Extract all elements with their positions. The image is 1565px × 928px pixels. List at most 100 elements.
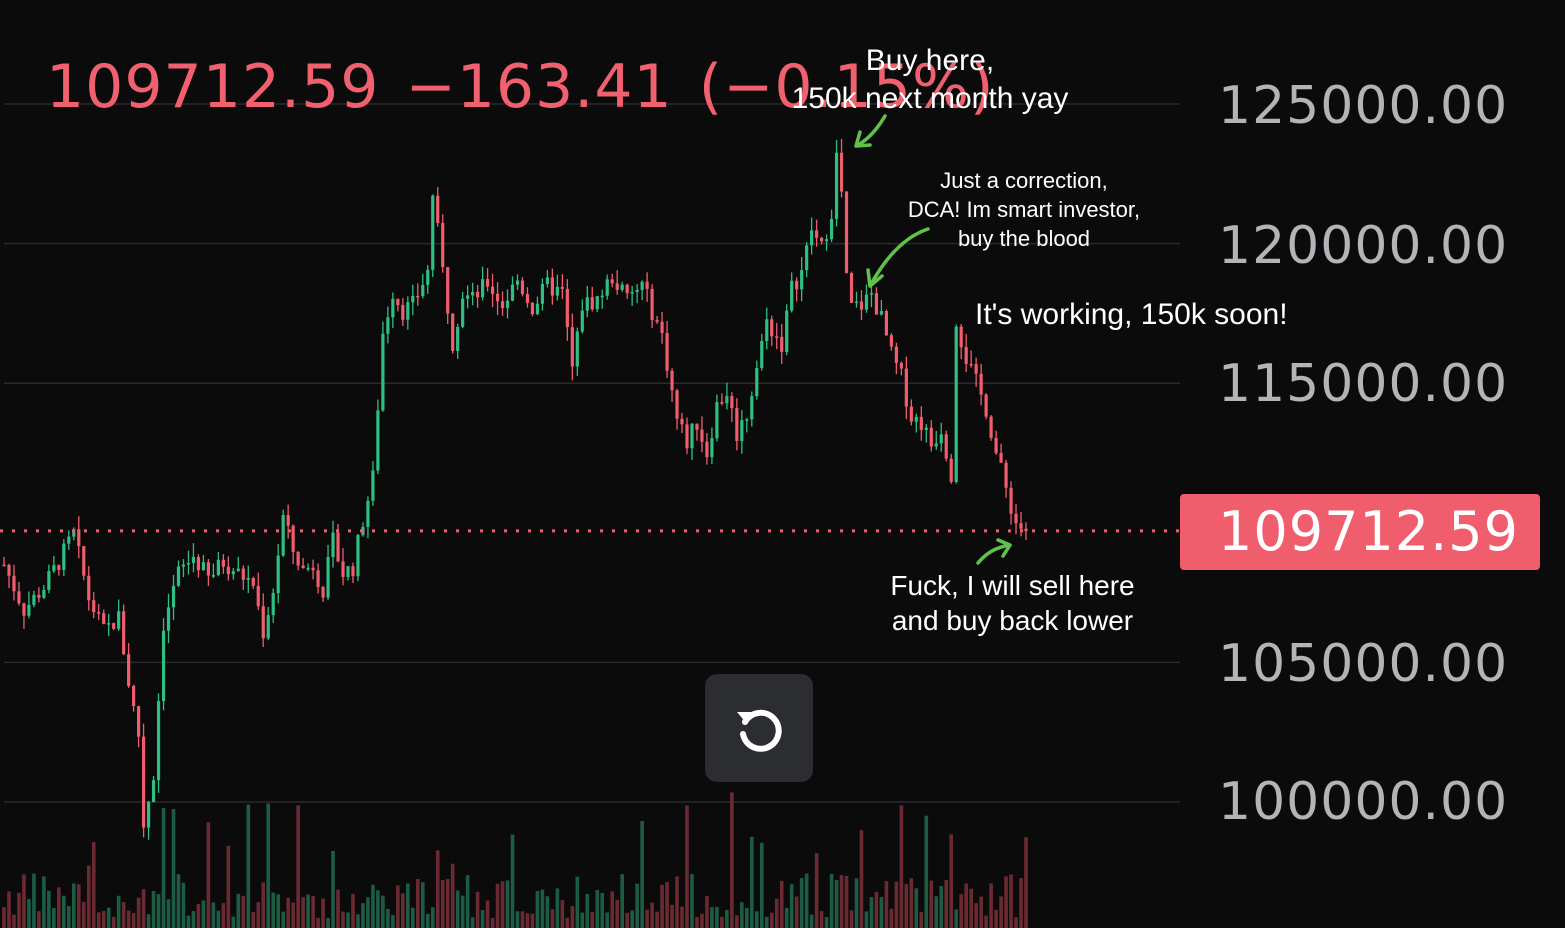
candle-body <box>321 587 325 598</box>
candle-body <box>146 801 151 828</box>
volume-bar <box>799 877 804 928</box>
current-price-tag: 109712.59 <box>1180 494 1540 570</box>
volume-bar <box>450 863 455 928</box>
volume-bar <box>301 897 305 928</box>
volume-bar <box>480 910 485 928</box>
candle-body <box>451 313 455 351</box>
candle-body <box>820 237 824 242</box>
volume-bar <box>814 853 819 928</box>
volume-bar <box>630 910 634 928</box>
volume-bar <box>725 910 729 928</box>
candle-body <box>685 424 689 449</box>
volume-bar <box>605 912 610 928</box>
volume-bar <box>131 913 136 928</box>
volume-bar <box>391 914 395 928</box>
volume-bar <box>7 891 11 928</box>
volume-bar <box>121 901 126 928</box>
candle-body <box>476 291 480 298</box>
candle-body <box>929 427 933 447</box>
candle-body <box>665 332 669 371</box>
volume-bar <box>47 890 51 928</box>
volume-bar <box>560 900 565 928</box>
candle-body <box>570 327 574 367</box>
volume-bar <box>1009 874 1013 928</box>
y-tick-label: 115000.00 <box>1218 354 1509 414</box>
candle-body <box>834 152 839 219</box>
candle-body <box>994 437 998 454</box>
volume-bar <box>356 914 360 928</box>
volume-bar <box>779 880 784 928</box>
volume-bar <box>211 902 216 928</box>
candle-body <box>271 593 275 616</box>
candle-body <box>515 280 520 285</box>
volume-bar <box>321 898 325 928</box>
candle-body <box>12 575 16 592</box>
volume-bar <box>784 907 789 928</box>
candle-body <box>755 368 759 397</box>
candle-body <box>839 152 844 192</box>
reset-chart-button[interactable] <box>705 674 813 782</box>
volume-bar <box>465 875 470 928</box>
candle-body <box>17 591 21 604</box>
candles <box>2 138 1028 840</box>
volume-bar <box>281 911 285 928</box>
header-price-line: 109712.59 −163.41 (−0.15%) <box>46 52 1020 122</box>
volume-bar <box>67 906 71 928</box>
volume-bar <box>989 883 993 928</box>
candle-body <box>241 568 245 580</box>
candle-body <box>446 267 450 314</box>
volume-bar <box>904 884 909 928</box>
volume-bar <box>176 874 181 928</box>
volume-bar <box>181 882 186 928</box>
candle-body <box>7 564 11 576</box>
volume-bar <box>276 894 280 928</box>
volume-bar <box>735 915 739 928</box>
candle-body <box>72 529 76 537</box>
volume-bar <box>555 888 560 928</box>
candle-body <box>690 423 694 449</box>
volume-bar <box>166 899 171 928</box>
volume-bar <box>246 804 251 928</box>
volume-bar <box>291 902 295 928</box>
volume-bar <box>411 907 415 928</box>
candle-body <box>401 305 405 320</box>
volume-bar <box>999 896 1003 928</box>
candle-body <box>919 416 923 430</box>
candle-body <box>291 525 295 552</box>
volume-bar <box>1019 878 1023 928</box>
candle-body <box>396 298 400 306</box>
volume-bar <box>929 880 934 928</box>
current-price-tag-label: 109712.59 <box>1218 500 1520 563</box>
volume-bar <box>954 909 959 928</box>
volume-bar <box>829 873 834 928</box>
candle-body <box>326 557 330 598</box>
volume-bar <box>111 917 116 928</box>
candle-body <box>281 515 285 556</box>
volume-bar <box>625 912 629 928</box>
candle-body <box>132 685 136 707</box>
volume-bar <box>680 906 684 928</box>
volume-bar <box>525 913 530 928</box>
volume-bar <box>52 907 56 928</box>
volume-bar <box>730 792 734 928</box>
candle-body <box>565 288 569 328</box>
volume-bar <box>545 896 550 928</box>
candle-body <box>406 302 410 320</box>
volume-bar <box>1004 876 1008 928</box>
volume-bar <box>415 878 420 928</box>
candle-body <box>605 279 609 296</box>
candle-body <box>127 654 131 686</box>
candle-body <box>456 326 460 351</box>
volume-bar <box>884 881 889 928</box>
volume-bar <box>231 916 236 928</box>
candle-body <box>610 279 614 284</box>
volume-bar <box>256 902 261 928</box>
volume-bar <box>595 890 600 928</box>
candle-body <box>141 736 146 828</box>
volume-bar <box>685 805 689 928</box>
volume-bar <box>849 910 854 928</box>
candle-body <box>615 283 619 290</box>
candle-body <box>700 429 704 442</box>
volume-bar <box>804 873 809 928</box>
